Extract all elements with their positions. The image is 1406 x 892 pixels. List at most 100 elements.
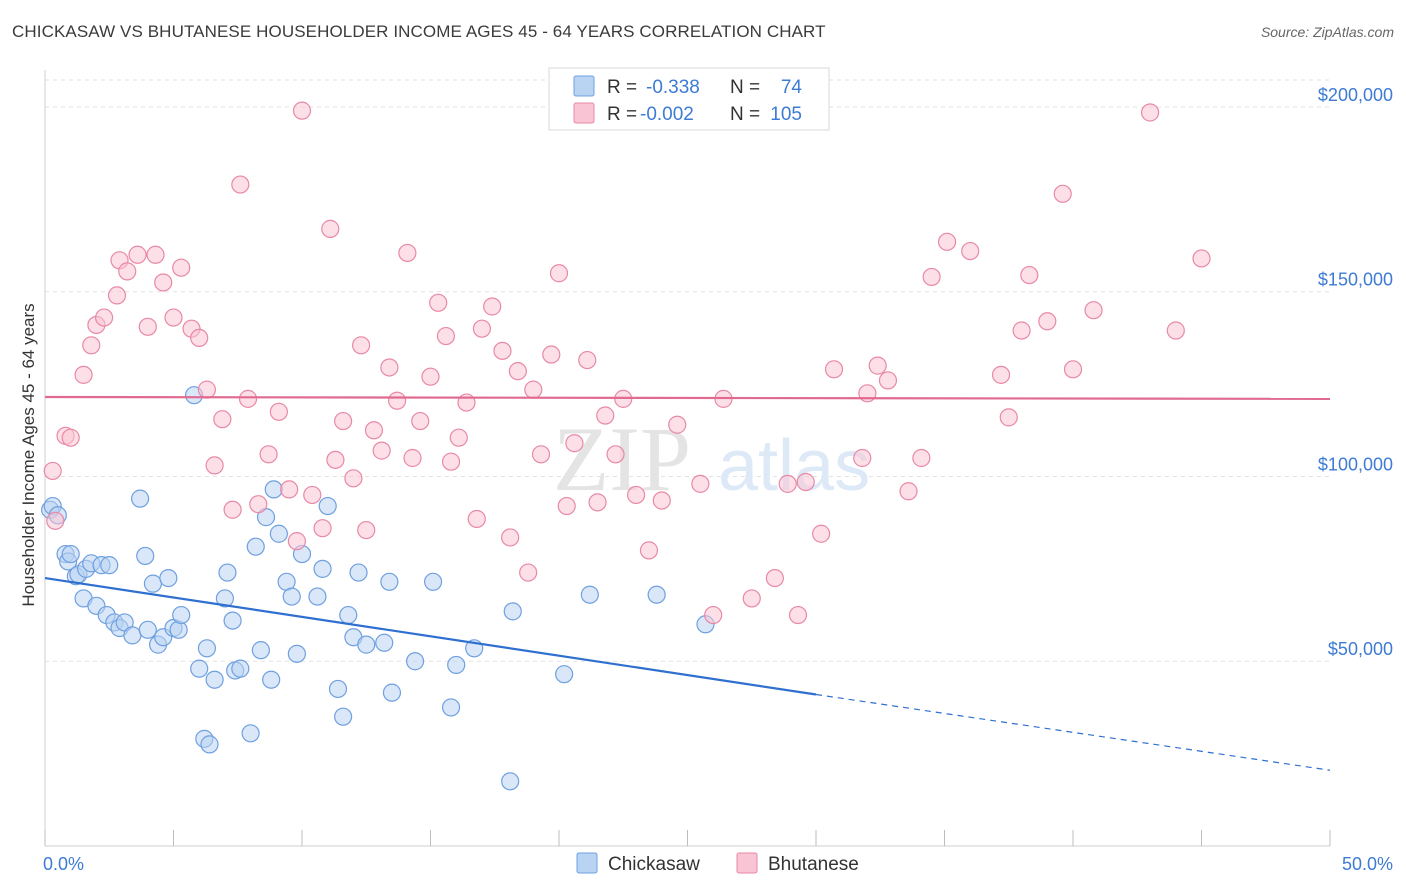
- point-chickasaw: [205, 670, 224, 689]
- point-chickasaw: [580, 585, 599, 604]
- legend-r-label: R =: [607, 77, 637, 98]
- point-bhutanese: [557, 496, 576, 516]
- point-chickasaw: [380, 572, 399, 591]
- point-bhutanese: [205, 456, 224, 475]
- point-bhutanese: [449, 428, 468, 447]
- point-chickasaw: [357, 635, 376, 654]
- point-bhutanese: [326, 450, 345, 469]
- point-chickasaw: [282, 587, 301, 606]
- point-bhutanese: [231, 175, 250, 194]
- point-bhutanese: [138, 317, 157, 336]
- chart-title: CHICKASAW VS BHUTANESE HOUSEHOLDER INCOM…: [12, 22, 826, 41]
- point-bhutanese: [61, 428, 80, 447]
- point-bhutanese: [154, 273, 173, 292]
- x-tick-labels: 0.0% 50.0%: [43, 854, 1393, 874]
- point-chickasaw: [200, 735, 219, 754]
- y-axis-title: Householder Income Ages 45 - 64 years: [19, 303, 38, 606]
- point-bhutanese: [1038, 312, 1057, 331]
- point-bhutanese: [249, 495, 268, 514]
- point-bhutanese: [668, 415, 687, 434]
- x-tick-label: 0.0%: [43, 854, 84, 874]
- point-bhutanese: [524, 380, 543, 399]
- point-bhutanese: [639, 541, 659, 560]
- point-bhutanese: [164, 308, 183, 327]
- bottom-legend-swatch-bhutanese: [736, 852, 758, 874]
- bottom-legend-swatch-chickasaw: [576, 852, 598, 874]
- point-chickasaw: [328, 679, 348, 699]
- point-bhutanese: [742, 589, 761, 608]
- point-chickasaw: [339, 605, 358, 625]
- point-bhutanese: [765, 568, 784, 588]
- point-bhutanese: [1084, 301, 1103, 320]
- trend-lines: [44, 395, 1331, 771]
- point-chickasaw: [136, 546, 155, 566]
- trend-line-chickasaw-extension: [815, 693, 1331, 771]
- point-bhutanese: [344, 469, 363, 488]
- point-bhutanese: [190, 328, 209, 348]
- point-chickasaw: [215, 589, 234, 608]
- point-bhutanese: [107, 286, 127, 305]
- point-chickasaw: [423, 572, 443, 591]
- point-bhutanese: [380, 358, 399, 377]
- point-bhutanese: [961, 241, 980, 261]
- point-bhutanese: [223, 500, 242, 519]
- point-bhutanese: [1192, 249, 1211, 268]
- point-bhutanese: [796, 472, 815, 492]
- legend-r-value-bhutanese: -0.002: [640, 104, 694, 125]
- point-bhutanese: [259, 445, 278, 464]
- point-bhutanese: [303, 485, 322, 505]
- point-bhutanese: [95, 308, 114, 327]
- point-bhutanese: [788, 605, 808, 625]
- point-bhutanese: [238, 389, 258, 408]
- legend-swatch-chickasaw: [573, 75, 595, 97]
- point-bhutanese: [704, 605, 723, 625]
- point-bhutanese: [565, 434, 584, 453]
- point-chickasaw: [264, 480, 283, 499]
- point-chickasaw: [100, 556, 119, 575]
- point-bhutanese: [472, 319, 491, 338]
- point-chickasaw: [123, 626, 142, 645]
- point-bhutanese: [937, 232, 957, 251]
- point-bhutanese: [280, 480, 299, 499]
- point-chickasaw: [647, 585, 666, 604]
- point-bhutanese: [421, 367, 440, 386]
- bottom-legend-label-bhutanese: Bhutanese: [768, 854, 859, 875]
- point-bhutanese: [578, 350, 597, 370]
- point-chickasaw: [143, 574, 163, 593]
- point-bhutanese: [531, 445, 551, 464]
- point-chickasaw: [503, 602, 522, 621]
- watermark-atlas: atlas: [718, 426, 870, 506]
- point-bhutanese: [1063, 360, 1083, 379]
- point-chickasaw: [159, 568, 178, 588]
- bottom-legend-label-chickasaw: Chickasaw: [608, 854, 700, 875]
- point-chickasaw: [172, 605, 191, 625]
- point-chickasaw: [382, 683, 402, 702]
- point-chickasaw: [318, 496, 337, 516]
- point-bhutanese: [691, 474, 710, 493]
- point-bhutanese: [922, 267, 941, 287]
- point-bhutanese: [352, 336, 371, 355]
- point-chickasaw: [190, 659, 209, 678]
- point-bhutanese: [411, 411, 430, 431]
- point-chickasaw: [262, 670, 281, 689]
- point-bhutanese: [652, 491, 671, 510]
- point-bhutanese: [74, 365, 93, 384]
- point-bhutanese: [778, 474, 797, 493]
- legend-n-label: N =: [730, 104, 760, 125]
- point-bhutanese: [292, 101, 312, 120]
- source-credit: Source: ZipAtlas.com: [1260, 24, 1394, 40]
- point-bhutanese: [321, 219, 340, 238]
- y-tick-label: $50,000: [1328, 639, 1393, 659]
- point-bhutanese: [364, 421, 384, 440]
- point-bhutanese: [313, 519, 332, 538]
- point-bhutanese: [606, 445, 625, 464]
- point-bhutanese: [82, 336, 101, 355]
- point-bhutanese: [429, 293, 448, 312]
- point-chickasaw: [287, 644, 306, 663]
- point-chickasaw: [138, 620, 157, 639]
- point-bhutanese: [467, 509, 486, 529]
- point-bhutanese: [372, 441, 391, 460]
- point-bhutanese: [172, 258, 191, 277]
- point-bhutanese: [588, 493, 607, 512]
